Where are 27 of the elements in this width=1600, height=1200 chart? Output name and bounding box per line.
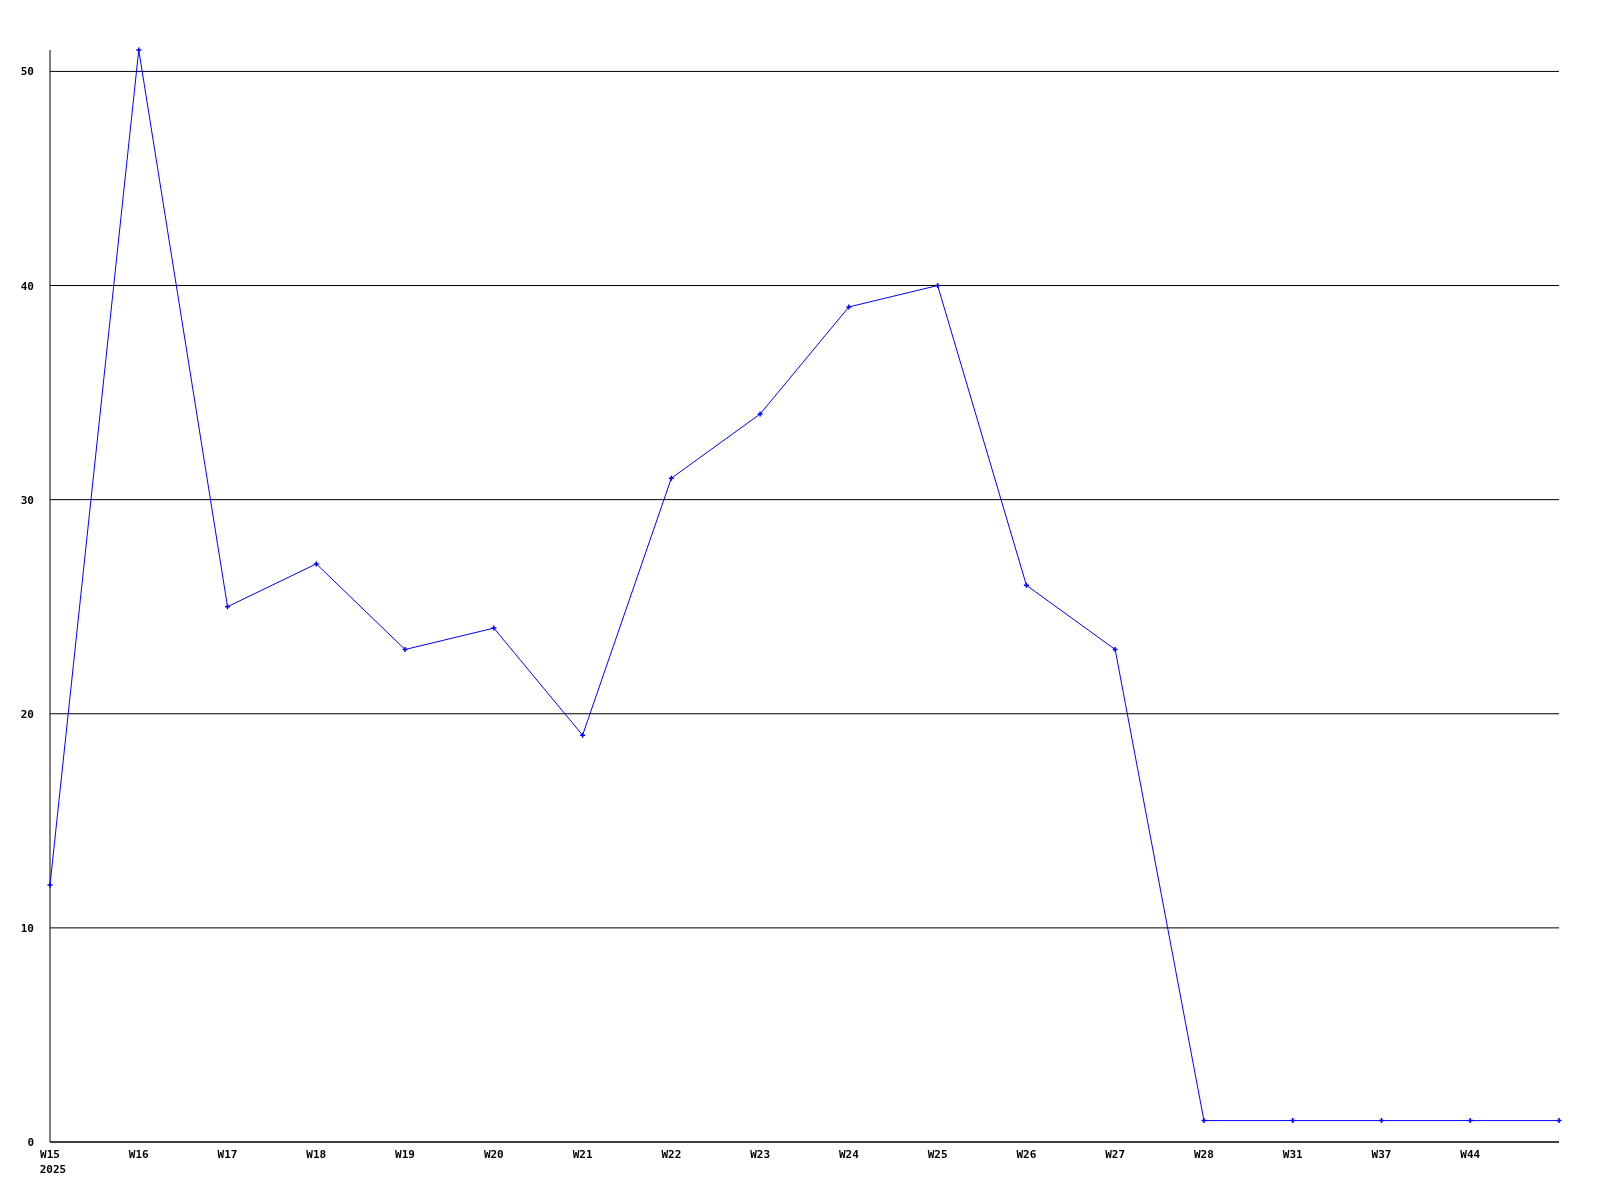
x-tick-label: W24: [838, 1148, 860, 1161]
x-tick-label: W16: [128, 1148, 150, 1161]
x-tick-label: W28: [1194, 1148, 1214, 1161]
x-tick-label: W18: [306, 1148, 327, 1161]
y-tick-label: 0: [27, 1136, 34, 1149]
x-tick-label: W21: [572, 1148, 593, 1161]
x-tick-label: W19: [395, 1148, 415, 1161]
x-tick-label: W15 2025: [39, 1148, 67, 1176]
point: [135, 46, 143, 54]
x-tick-label: W37: [1371, 1148, 1392, 1161]
x-tick-label: W17: [217, 1148, 238, 1161]
x-tick-label: W23: [750, 1148, 771, 1161]
y-tick-label: 40: [20, 279, 34, 293]
point: [845, 303, 853, 311]
y-tick-label: 20: [20, 707, 34, 721]
x-tick-label: W20: [483, 1148, 504, 1161]
x-tick-label: W44: [1460, 1148, 1481, 1161]
x-tick-label: W25: [927, 1148, 948, 1161]
x-tick-label: W31: [1282, 1148, 1304, 1161]
point: [756, 410, 764, 418]
x-tick-label: W27: [1105, 1148, 1126, 1161]
x-tick-label: W22: [661, 1148, 682, 1161]
y-tick-label: 50: [20, 65, 34, 79]
y-tick-label: 10: [20, 921, 34, 935]
x-tick-label: W26: [1016, 1148, 1037, 1161]
y-tick-label: 30: [20, 493, 34, 507]
point: [490, 624, 498, 632]
